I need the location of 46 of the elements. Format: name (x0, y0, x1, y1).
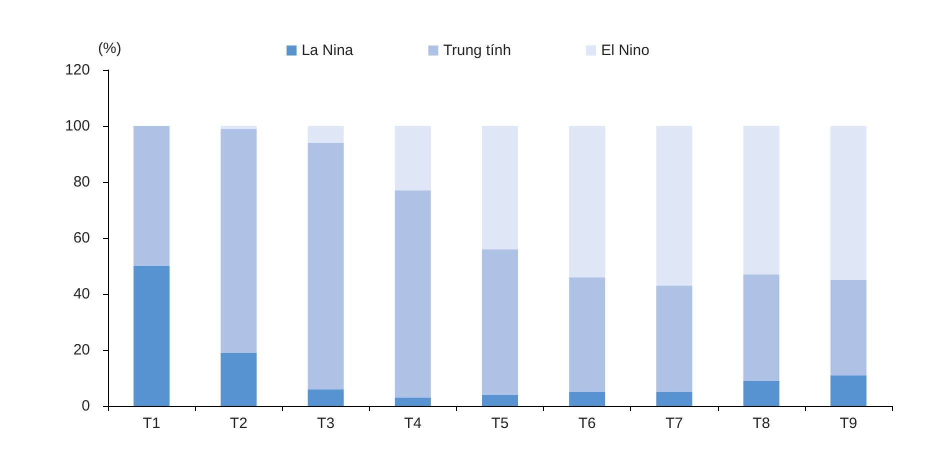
x-tick-label: T7 (665, 415, 683, 432)
x-tick-label: T3 (317, 415, 335, 432)
y-tick-label: 100 (64, 118, 90, 134)
bar (569, 392, 606, 406)
bar (220, 352, 257, 406)
bar (569, 277, 606, 392)
bar (308, 126, 344, 143)
x-tick-label: T1 (142, 415, 160, 432)
x-tick-label: T6 (578, 415, 596, 432)
bar (743, 380, 780, 406)
y-tick-label: 80 (73, 174, 90, 190)
x-tick-label: T2 (230, 415, 248, 432)
bar (830, 126, 866, 280)
bar (656, 126, 692, 286)
y-axis-title: (%) (98, 40, 122, 57)
y-tick-label: 20 (73, 342, 90, 358)
bar (656, 392, 692, 406)
bar (830, 375, 866, 406)
x-tick-label: T9 (840, 415, 858, 432)
bar (394, 126, 431, 190)
bar (482, 126, 518, 250)
y-tick-label: 0 (82, 398, 90, 414)
legend-label: El Nino (601, 42, 650, 59)
bar (220, 126, 257, 129)
bar (394, 398, 431, 406)
y-tick-label: 40 (73, 286, 90, 302)
bar (482, 249, 518, 395)
bar (482, 394, 518, 406)
bar (308, 389, 344, 406)
bar (134, 126, 170, 266)
bar (743, 126, 780, 274)
bar (743, 274, 780, 381)
bar (220, 128, 257, 353)
bar (134, 266, 170, 406)
legend-label: Trung tính (443, 42, 512, 59)
y-tick-label: 120 (64, 62, 90, 78)
x-tick-label: T5 (491, 415, 509, 432)
y-tick-label: 60 (73, 230, 90, 246)
bar (569, 126, 606, 278)
bar (308, 142, 344, 390)
legend-label: La Nina (302, 42, 354, 59)
bar (830, 280, 866, 376)
x-tick-label: T4 (404, 415, 422, 432)
bar (656, 286, 692, 392)
x-tick-label: T8 (752, 415, 770, 432)
bar (394, 190, 431, 398)
